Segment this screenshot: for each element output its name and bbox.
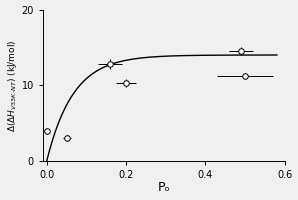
X-axis label: Pₒ: Pₒ — [157, 181, 170, 194]
Y-axis label: $\Delta(\Delta H_{V33K\text{-}NT})$ (kJ/mol): $\Delta(\Delta H_{V33K\text{-}NT})$ (kJ/… — [6, 39, 18, 132]
